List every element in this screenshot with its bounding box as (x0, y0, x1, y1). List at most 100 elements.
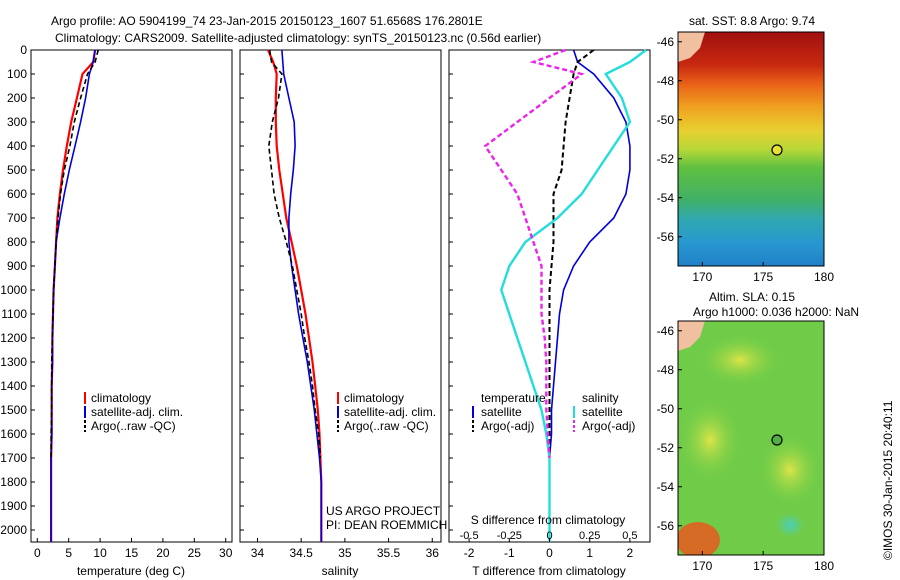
legend-s-satellite-label: satellite (582, 405, 623, 419)
sst-map-field (678, 32, 824, 266)
depth-tick-label: 600 (7, 187, 27, 201)
map-y-tick-label: -48 (657, 74, 675, 88)
sla-argo-marker (771, 434, 783, 446)
profile-line-salinity-argo-adj- (483, 48, 585, 459)
sla-map-title2: Argo h1000: 0.036 h2000: NaN (693, 305, 859, 319)
map-x-tick-label: 175 (753, 559, 773, 573)
legend-climatology-label: climatology (344, 391, 404, 405)
salinity-x-tick-label: 35 (338, 546, 352, 560)
difference-x-tick-label: 1 (586, 546, 593, 560)
depth-tick-label: 200 (7, 91, 27, 105)
depth-tick-label: 1600 (0, 427, 27, 441)
salinity-profile-chart: 34 34.5 35 35.5 36 (251, 49, 439, 560)
legend-salinity-title: salinity (582, 391, 619, 405)
depth-tick-label: 1000 (0, 283, 27, 297)
sla-map-axes: -46 -48 -50 -52 -54 -56 170 175 180 (657, 324, 835, 573)
temperature-x-tick-label: 10 (93, 546, 107, 560)
difference-top-tick-label: 0 (546, 530, 552, 542)
map-x-tick-label: 180 (814, 270, 834, 284)
depth-tick-label: 1500 (0, 403, 27, 417)
sst-map-axes: -46 -48 -50 -52 -54 -56 170 175 180 (657, 35, 835, 284)
map-y-tick-label: -50 (657, 113, 675, 127)
map-x-tick-label: 170 (692, 559, 712, 573)
sla-high-patch (700, 335, 780, 385)
depth-tick-label: 1100 (1, 307, 27, 321)
profile-line-argo-raw-qc- (267, 49, 322, 459)
depth-tick-label: 1900 (0, 499, 27, 513)
depth-tick-label: 500 (7, 163, 27, 177)
legend-satellite-label: satellite-adj. clim. (344, 405, 436, 419)
map-y-tick-label: -56 (657, 519, 675, 533)
temperature-x-tick-label: 20 (156, 546, 170, 560)
depth-tick-label: 1300 (0, 355, 27, 369)
difference-x-tick-label: 0 (546, 546, 553, 560)
new-zealand-coast (678, 321, 705, 351)
temperature-x-tick-label: 15 (125, 546, 139, 560)
difference-top-tick-label: 0.25 (579, 530, 600, 542)
profile-line-salinity-satellite (500, 49, 647, 542)
figure-title-line1: Argo profile: AO 5904199_74 23-Jan-2015 … (51, 14, 483, 28)
temperature-x-tick-label: 5 (65, 546, 72, 560)
sst-argo-marker (771, 144, 783, 156)
temperature-x-tick-label: 30 (219, 546, 233, 560)
temperature-x-tick-label: 25 (188, 546, 202, 560)
depth-tick-label: 400 (7, 139, 27, 153)
map-x-tick-label: 175 (753, 270, 773, 284)
profile-line-argo-raw-qc- (50, 49, 99, 458)
depth-tick-label: 700 (7, 211, 27, 225)
map-y-tick-label: -52 (657, 441, 675, 455)
sst-map-title: sat. SST: 8.8 Argo: 9.74 (689, 14, 815, 28)
salinity-legend: climatology satellite-adj. clim. Argo(..… (337, 391, 436, 433)
legend-climatology-label: climatology (91, 391, 151, 405)
depth-tick-label: 900 (7, 259, 27, 273)
sla-map-frame (677, 320, 825, 556)
map-y-tick-label: -56 (657, 230, 675, 244)
project-note: US ARGO PROJECT (326, 504, 441, 518)
temperature-profile-chart: 0 5 10 15 20 25 30 (34, 49, 233, 560)
credit-text: ©IMOS 30-Jan-2015 20:40:11 (881, 400, 895, 560)
salinity-x-tick-label: 34 (251, 546, 265, 560)
depth-tick-label: 2000 (0, 523, 27, 537)
depth-axis: 0 100 200 300 400 500 600 700 800 900 1000 1100 1200… (0, 43, 453, 537)
temperature-xlabel: temperature (deg C) (77, 564, 185, 578)
map-y-tick-label: -50 (657, 402, 675, 416)
salinity-panel-frame (239, 49, 442, 543)
legend-argo-label: Argo(..raw -QC) (91, 419, 176, 433)
sst-field (678, 32, 824, 266)
depth-tick-label: 1200 (0, 331, 27, 345)
difference-top-tick-label: -0.25 (497, 530, 522, 542)
depth-tick-label: 0 (20, 43, 27, 57)
map-y-tick-label: -46 (657, 324, 675, 338)
depth-tick-label: 1400 (0, 379, 27, 393)
sla-high-patch (760, 435, 820, 505)
sla-map-field (678, 321, 824, 555)
profile-line-satellite-adj-clim- (50, 49, 96, 542)
salinity-x-tick-label: 34.5 (289, 546, 313, 560)
figure-title-line2: Climatology: CARS2009. Satellite-adjuste… (55, 31, 541, 45)
map-y-tick-label: -46 (657, 35, 675, 49)
legend-t-argo-label: Argo(-adj) (481, 419, 534, 433)
difference-top-tick-label: 0.5 (622, 530, 637, 542)
sla-map-title1: Altim. SLA: 0.15 (709, 290, 795, 304)
sla-low-patch (776, 513, 804, 537)
difference-x-tick-label: -2 (464, 546, 475, 560)
profile-line-temperature-argo-adj- (548, 49, 595, 458)
new-zealand-coast (678, 32, 705, 62)
depth-tick-label: 100 (7, 67, 27, 81)
profile-line-satellite-adj-clim- (281, 49, 323, 542)
sla-high-patch (678, 522, 720, 555)
temperature-panel-frame (30, 49, 233, 543)
legend-temperature-title: temperature (481, 391, 546, 405)
difference-legend: temperature salinity satellite Argo(-adj… (472, 391, 635, 433)
profile-line-temperature-satellite (548, 49, 631, 542)
salinity-xlabel: salinity (322, 564, 359, 578)
legend-satellite-label: satellite-adj. clim. (91, 405, 183, 419)
map-y-tick-label: -48 (657, 363, 675, 377)
temperature-x-tick-label: 0 (34, 546, 41, 560)
legend-s-argo-label: Argo(-adj) (582, 419, 635, 433)
sla-high-patch (680, 400, 740, 480)
map-y-tick-label: -52 (657, 152, 675, 166)
difference-x-tick-label: 2 (627, 546, 634, 560)
legend-t-satellite-label: satellite (481, 405, 522, 419)
map-y-tick-label: -54 (657, 480, 675, 494)
